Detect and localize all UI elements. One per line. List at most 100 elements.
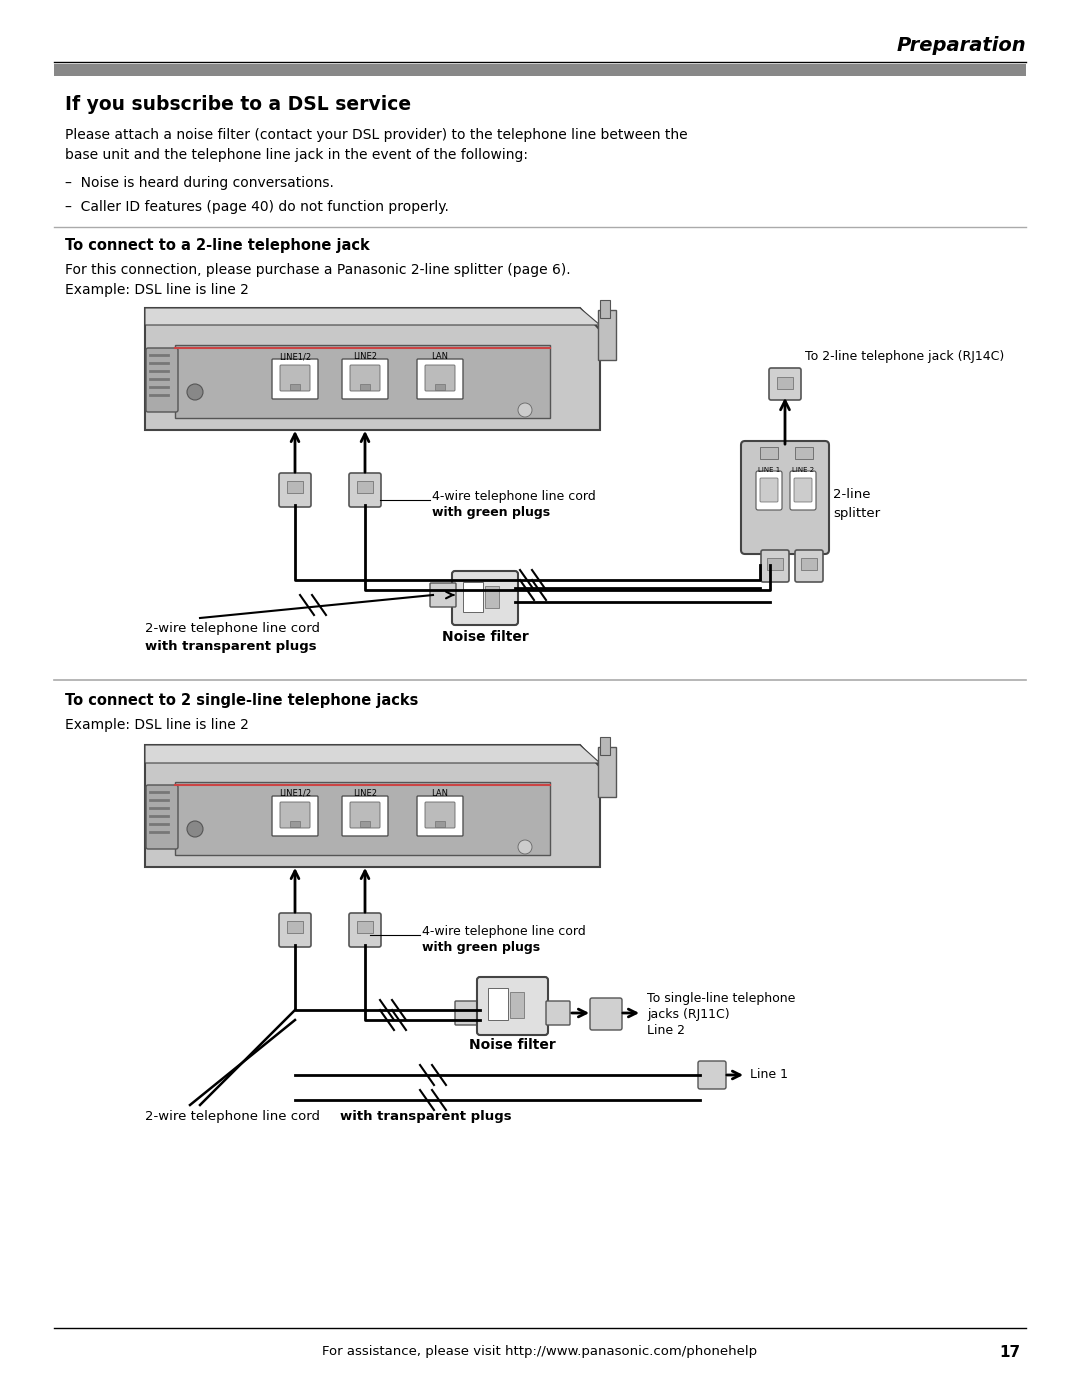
Text: LAN: LAN: [432, 352, 448, 360]
Text: To connect to a 2-line telephone jack: To connect to a 2-line telephone jack: [65, 237, 369, 253]
Text: 2-wire telephone line cord: 2-wire telephone line cord: [145, 622, 320, 636]
FancyBboxPatch shape: [280, 365, 310, 391]
Bar: [54, 64, 1026, 75]
Text: 2-wire telephone line cord: 2-wire telephone line cord: [145, 1111, 324, 1123]
Text: For assistance, please visit http://www.panasonic.com/phonehelp: For assistance, please visit http://www.…: [323, 1345, 757, 1358]
Text: LINE2: LINE2: [353, 789, 377, 798]
FancyBboxPatch shape: [789, 471, 816, 510]
Bar: [488, 988, 508, 1020]
FancyBboxPatch shape: [146, 348, 178, 412]
FancyBboxPatch shape: [590, 997, 622, 1030]
Text: Noise filter: Noise filter: [442, 630, 528, 644]
FancyBboxPatch shape: [426, 365, 455, 391]
Text: with transparent plugs: with transparent plugs: [340, 1111, 512, 1123]
Text: For this connection, please purchase a Panasonic 2-line splitter (page 6).: For this connection, please purchase a P…: [65, 263, 570, 277]
FancyBboxPatch shape: [698, 1060, 726, 1090]
FancyBboxPatch shape: [756, 471, 782, 510]
Text: LINE1/2: LINE1/2: [279, 352, 311, 360]
Text: jacks (RJ11C): jacks (RJ11C): [647, 1009, 730, 1021]
Text: with green plugs: with green plugs: [422, 942, 540, 954]
Polygon shape: [145, 745, 600, 868]
Bar: [291, 384, 300, 390]
FancyBboxPatch shape: [430, 583, 456, 608]
FancyBboxPatch shape: [342, 359, 388, 400]
FancyBboxPatch shape: [350, 802, 380, 828]
FancyBboxPatch shape: [426, 802, 455, 828]
Text: Line 2: Line 2: [647, 1024, 685, 1037]
Bar: [598, 310, 616, 360]
Bar: [287, 481, 303, 493]
Bar: [287, 921, 303, 933]
FancyBboxPatch shape: [417, 796, 463, 835]
FancyBboxPatch shape: [279, 914, 311, 947]
Text: Example: DSL line is line 2: Example: DSL line is line 2: [65, 718, 248, 732]
Circle shape: [518, 840, 532, 854]
Circle shape: [187, 384, 203, 400]
FancyBboxPatch shape: [455, 1002, 481, 1025]
Bar: [598, 747, 616, 798]
FancyBboxPatch shape: [453, 571, 518, 624]
Text: LINE 1: LINE 1: [758, 467, 780, 474]
FancyBboxPatch shape: [349, 914, 381, 947]
FancyBboxPatch shape: [794, 478, 812, 502]
Text: with green plugs: with green plugs: [432, 506, 550, 520]
Text: LAN: LAN: [432, 789, 448, 798]
Bar: [485, 585, 499, 608]
Text: Preparation: Preparation: [896, 36, 1026, 54]
Text: –  Noise is heard during conversations.: – Noise is heard during conversations.: [65, 176, 334, 190]
FancyBboxPatch shape: [146, 785, 178, 849]
Bar: [600, 300, 610, 319]
FancyBboxPatch shape: [760, 478, 778, 502]
Circle shape: [187, 821, 203, 837]
Text: LINE 2: LINE 2: [792, 467, 814, 474]
Bar: [357, 921, 373, 933]
FancyBboxPatch shape: [741, 441, 829, 555]
Bar: [435, 821, 445, 827]
FancyBboxPatch shape: [280, 802, 310, 828]
Text: To 2-line telephone jack (RJ14C): To 2-line telephone jack (RJ14C): [805, 351, 1004, 363]
FancyBboxPatch shape: [342, 796, 388, 835]
Text: Noise filter: Noise filter: [469, 1038, 555, 1052]
Text: splitter: splitter: [833, 507, 880, 520]
Bar: [360, 384, 370, 390]
Text: 17: 17: [999, 1345, 1020, 1361]
Text: LINE2: LINE2: [353, 352, 377, 360]
Text: 4-wire telephone line cord: 4-wire telephone line cord: [432, 490, 596, 503]
FancyBboxPatch shape: [546, 1002, 570, 1025]
FancyBboxPatch shape: [350, 365, 380, 391]
Bar: [767, 557, 783, 570]
FancyBboxPatch shape: [417, 359, 463, 400]
FancyBboxPatch shape: [477, 977, 548, 1035]
Bar: [357, 481, 373, 493]
Polygon shape: [145, 745, 600, 763]
Text: base unit and the telephone line jack in the event of the following:: base unit and the telephone line jack in…: [65, 148, 528, 162]
Text: Line 1: Line 1: [750, 1069, 788, 1081]
Text: Please attach a noise filter (contact your DSL provider) to the telephone line b: Please attach a noise filter (contact yo…: [65, 129, 688, 142]
Text: with transparent plugs: with transparent plugs: [145, 640, 316, 652]
FancyBboxPatch shape: [769, 367, 801, 400]
Text: To connect to 2 single-line telephone jacks: To connect to 2 single-line telephone ja…: [65, 693, 418, 708]
FancyBboxPatch shape: [349, 474, 381, 507]
Text: Example: DSL line is line 2: Example: DSL line is line 2: [65, 284, 248, 298]
Bar: [801, 557, 816, 570]
FancyBboxPatch shape: [761, 550, 789, 583]
FancyBboxPatch shape: [272, 796, 318, 835]
Bar: [360, 821, 370, 827]
FancyBboxPatch shape: [272, 359, 318, 400]
Text: If you subscribe to a DSL service: If you subscribe to a DSL service: [65, 95, 411, 115]
Bar: [600, 738, 610, 754]
FancyBboxPatch shape: [279, 474, 311, 507]
Bar: [463, 583, 483, 612]
Polygon shape: [145, 307, 600, 430]
Bar: [291, 821, 300, 827]
Polygon shape: [145, 307, 600, 326]
Text: 4-wire telephone line cord: 4-wire telephone line cord: [422, 925, 585, 937]
Bar: [777, 377, 793, 388]
Bar: [435, 384, 445, 390]
Text: 2-line: 2-line: [833, 489, 870, 502]
Bar: [510, 992, 524, 1018]
Bar: [175, 345, 550, 418]
FancyBboxPatch shape: [795, 550, 823, 583]
Text: –  Caller ID features (page 40) do not function properly.: – Caller ID features (page 40) do not fu…: [65, 200, 449, 214]
Text: To single-line telephone: To single-line telephone: [647, 992, 795, 1004]
